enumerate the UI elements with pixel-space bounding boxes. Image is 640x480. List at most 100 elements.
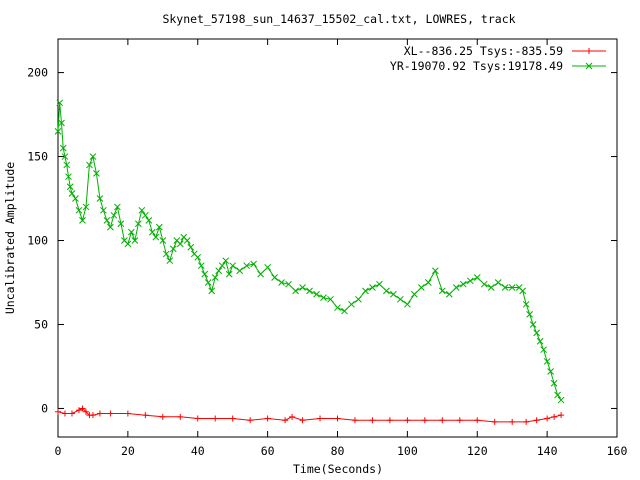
- data-point: [547, 368, 554, 375]
- data-point: [110, 211, 118, 219]
- data-point: [131, 237, 139, 244]
- data-point: [341, 307, 348, 315]
- data-point: [264, 264, 271, 271]
- data-point: [544, 415, 551, 422]
- data-point: [390, 290, 397, 298]
- y-tick-label: 50: [34, 317, 48, 331]
- data-point: [369, 284, 376, 291]
- data-point: [59, 144, 67, 152]
- data-point: [456, 417, 463, 424]
- x-tick-label: 0: [55, 444, 62, 458]
- data-point: [79, 217, 86, 224]
- legend-label: YR-19070.92 Tsys:19178.49: [390, 59, 563, 73]
- data-point: [533, 417, 540, 424]
- y-tick-label: 0: [41, 401, 48, 415]
- data-point: [257, 270, 264, 278]
- data-point: [66, 183, 74, 191]
- data-point: [215, 267, 223, 275]
- data-point: [75, 407, 82, 414]
- series-line: [57, 407, 562, 423]
- plot-frame: [57, 38, 618, 438]
- data-point: [208, 287, 216, 295]
- data-point: [55, 408, 61, 415]
- data-point: [369, 417, 376, 424]
- data-point: [176, 240, 184, 248]
- data-point: [404, 417, 411, 424]
- data-point: [540, 346, 547, 354]
- data-point: [362, 287, 369, 295]
- data-point: [68, 190, 76, 197]
- x-tick-label: 140: [537, 444, 558, 458]
- x-axis-label: Time(Seconds): [293, 462, 383, 476]
- data-point: [63, 161, 71, 169]
- data-point: [187, 243, 195, 251]
- data-point: [218, 262, 226, 270]
- data-point: [89, 153, 97, 160]
- data-point: [523, 418, 530, 425]
- legend-item-2: YR-19070.92 Tsys:19178.49: [390, 59, 606, 73]
- y-tick-label: 200: [27, 66, 48, 80]
- legend-swatch-marker: [586, 48, 592, 54]
- data-point: [474, 417, 481, 424]
- data-point: [107, 223, 114, 231]
- data-point: [194, 253, 202, 261]
- data-point: [271, 274, 278, 281]
- data-point: [421, 417, 428, 424]
- legend-swatch-marker: [585, 62, 593, 70]
- data-point: [351, 417, 358, 424]
- data-point: [89, 412, 96, 419]
- data-point: [306, 287, 313, 295]
- data-point: [107, 410, 114, 417]
- data-point: [124, 240, 132, 248]
- data-point: [211, 274, 219, 281]
- data-point: [320, 294, 327, 301]
- data-point: [397, 295, 404, 303]
- data-point: [152, 233, 160, 241]
- data-point: [201, 270, 209, 278]
- data-point: [93, 169, 100, 177]
- data-point: [313, 290, 320, 298]
- data-point: [96, 410, 103, 417]
- data-point: [100, 206, 107, 214]
- x-tick-label: 100: [397, 444, 418, 458]
- data-point: [225, 270, 233, 278]
- data-point: [68, 410, 75, 417]
- data-point: [197, 262, 205, 270]
- chart-title: Skynet_57198_sun_14637_15502_cal.txt, LO…: [162, 12, 515, 26]
- data-point: [212, 415, 219, 422]
- data-point: [124, 410, 131, 417]
- data-point: [148, 228, 156, 236]
- data-point: [466, 277, 474, 285]
- data-point: [243, 262, 251, 270]
- data-point: [61, 153, 69, 160]
- data-point: [543, 358, 551, 365]
- data-point: [551, 413, 558, 420]
- data-point: [142, 412, 149, 419]
- data-point: [557, 396, 565, 404]
- data-point: [533, 329, 540, 337]
- x-tick-label: 120: [467, 444, 488, 458]
- data-point: [159, 413, 166, 420]
- data-point: [327, 295, 334, 303]
- data-point: [128, 228, 135, 236]
- data-point: [501, 284, 509, 291]
- data-point: [459, 280, 467, 288]
- data-point: [480, 280, 488, 288]
- data-point: [558, 412, 565, 419]
- data-point: [289, 413, 296, 420]
- data-point: [438, 287, 446, 295]
- data-point: [554, 391, 561, 399]
- data-point: [285, 280, 292, 288]
- data-point: [536, 337, 544, 345]
- data-point: [135, 220, 142, 228]
- data-point: [278, 279, 285, 286]
- data-point: [159, 237, 167, 244]
- data-point: [348, 300, 355, 308]
- x-tick-label: 20: [121, 444, 135, 458]
- series-layer: [54, 99, 565, 425]
- x-tick-label: 40: [191, 444, 205, 458]
- data-point: [299, 284, 306, 291]
